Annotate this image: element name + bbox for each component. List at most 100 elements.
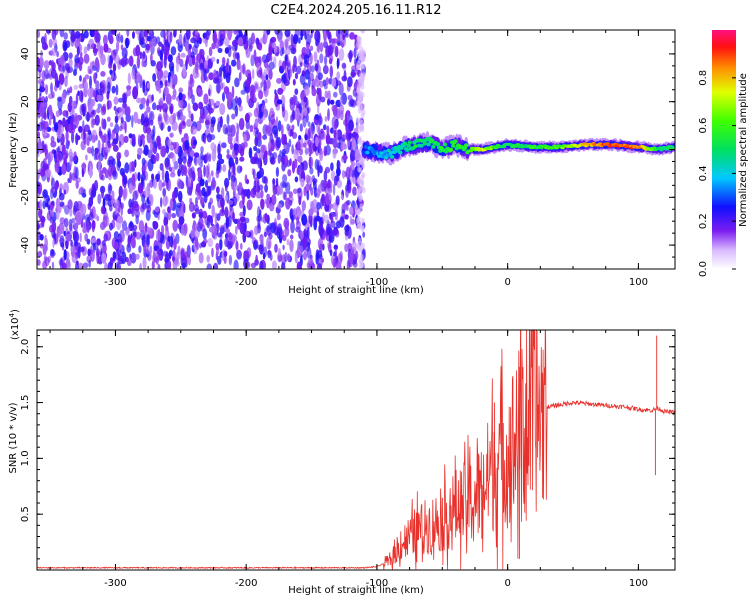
heatmap-cell bbox=[333, 175, 338, 186]
heatmap-cell bbox=[206, 263, 213, 269]
heatmap-cell bbox=[229, 203, 233, 212]
heatmap-cell bbox=[82, 120, 85, 133]
heatmap-cell bbox=[86, 146, 92, 154]
heatmap-cell bbox=[128, 182, 133, 194]
heatmap-cell bbox=[43, 112, 47, 120]
heatmap-cell bbox=[217, 47, 223, 54]
heatmap-cell bbox=[180, 52, 186, 58]
heatmap-cell bbox=[222, 124, 228, 135]
heatmap-cell bbox=[51, 59, 55, 72]
heatmap-cell bbox=[74, 39, 81, 49]
heatmap-cell bbox=[93, 30, 99, 36]
heatmap-cell bbox=[357, 237, 362, 244]
heatmap-cell bbox=[139, 30, 145, 40]
heatmap-cell bbox=[171, 212, 177, 219]
heatmap-cell bbox=[77, 90, 80, 96]
heatmap-cell bbox=[303, 54, 310, 65]
heatmap-cell bbox=[282, 174, 288, 184]
heatmap-cell bbox=[353, 47, 357, 59]
heatmap-cell bbox=[102, 220, 106, 229]
heatmap-cell bbox=[237, 36, 244, 47]
heatmap-cell bbox=[110, 49, 117, 61]
heatmap-cell bbox=[198, 252, 204, 264]
heatmap-cell bbox=[211, 225, 218, 237]
heatmap-cell bbox=[189, 150, 195, 158]
heatmap-cell bbox=[37, 112, 42, 118]
heatmap-cell bbox=[165, 161, 171, 170]
heatmap-cell bbox=[253, 240, 258, 251]
heatmap-cell bbox=[224, 177, 230, 188]
heatmap-cell bbox=[144, 186, 150, 199]
heatmap-cell bbox=[222, 92, 225, 102]
heatmap-cell bbox=[344, 112, 348, 124]
heatmap-cell bbox=[296, 245, 303, 258]
heatmap-cell bbox=[178, 87, 184, 93]
heatmap-cell bbox=[328, 188, 333, 194]
heatmap-cell bbox=[120, 205, 123, 216]
heatmap-cell bbox=[68, 218, 73, 232]
heatmap-cell bbox=[210, 170, 214, 177]
heatmap-cell bbox=[105, 216, 110, 227]
heatmap-cell bbox=[37, 56, 41, 67]
heatmap-cell bbox=[316, 263, 323, 269]
heatmap-cell bbox=[191, 94, 195, 105]
heatmap-cell bbox=[136, 97, 142, 104]
heatmap-cell bbox=[219, 103, 226, 115]
heatmap-cell bbox=[313, 207, 318, 213]
heatmap-cell bbox=[248, 147, 253, 159]
spectrogram-y-label: Frequency (Hz) bbox=[8, 112, 19, 188]
heatmap-cell bbox=[126, 243, 132, 253]
heatmap-cell bbox=[158, 179, 163, 192]
heatmap-cell bbox=[300, 230, 304, 240]
heatmap-cell bbox=[52, 238, 55, 249]
heatmap-cell bbox=[254, 136, 259, 147]
heatmap-cell bbox=[95, 134, 98, 141]
heatmap-cell bbox=[277, 34, 283, 43]
heatmap-cell bbox=[359, 179, 364, 186]
heatmap-cell bbox=[327, 108, 330, 121]
heatmap-cell bbox=[193, 139, 198, 146]
heatmap-cell bbox=[180, 115, 186, 121]
heatmap-cell bbox=[131, 133, 136, 146]
heatmap-cell bbox=[152, 221, 159, 230]
heatmap-cell bbox=[131, 114, 134, 128]
heatmap-cell bbox=[225, 216, 230, 229]
heatmap-cell bbox=[228, 254, 233, 266]
heatmap-cell bbox=[95, 80, 100, 90]
heatmap-cell bbox=[283, 155, 289, 168]
heatmap-cell bbox=[245, 217, 250, 224]
heatmap-cell bbox=[236, 58, 241, 71]
heatmap-cell bbox=[87, 248, 91, 257]
heatmap-cell bbox=[208, 98, 215, 106]
heatmap-cell bbox=[68, 52, 73, 59]
heatmap-cell bbox=[159, 163, 164, 171]
colorbar: 0.0 0.2 0.4 0.6 0.8 Normalized spectral ampl… bbox=[698, 30, 749, 277]
colorbar-label: Normalized spectral amplitude bbox=[738, 73, 749, 227]
heatmap-cell bbox=[315, 253, 319, 265]
heatmap-cell bbox=[176, 202, 182, 208]
heatmap-cell bbox=[118, 185, 124, 198]
heatmap-cell bbox=[264, 98, 268, 104]
heatmap-cell bbox=[142, 256, 147, 269]
heatmap-cell bbox=[207, 201, 212, 210]
heatmap-cell bbox=[198, 217, 204, 230]
heatmap-cell bbox=[230, 124, 236, 137]
heatmap-cell bbox=[298, 37, 301, 44]
heatmap-cell bbox=[165, 93, 172, 105]
heatmap-cell bbox=[152, 73, 157, 82]
heatmap-cell bbox=[62, 64, 66, 73]
heatmap-cell bbox=[226, 149, 230, 155]
heatmap-cell bbox=[101, 117, 104, 129]
heatmap-cell bbox=[274, 30, 280, 35]
heatmap-cell bbox=[111, 190, 115, 200]
heatmap-cell bbox=[205, 179, 208, 188]
heatmap-cell bbox=[44, 143, 48, 156]
heatmap-cell bbox=[315, 136, 319, 147]
heatmap-cell bbox=[188, 201, 195, 213]
heatmap-cell bbox=[284, 48, 291, 56]
heatmap-cell bbox=[280, 181, 286, 189]
heatmap-cell bbox=[260, 144, 266, 153]
heatmap-cell bbox=[68, 148, 73, 161]
heatmap-cell bbox=[286, 123, 291, 131]
heatmap-cell bbox=[335, 99, 342, 108]
